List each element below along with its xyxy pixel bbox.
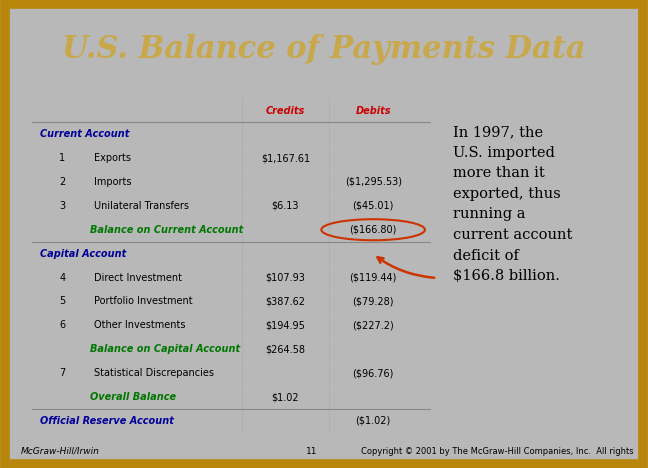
Text: ($79.28): ($79.28) — [353, 296, 394, 307]
Text: 11: 11 — [306, 447, 317, 456]
Text: Balance on Capital Account: Balance on Capital Account — [90, 344, 240, 354]
Text: Balance on Current Account: Balance on Current Account — [90, 225, 244, 235]
Text: Unilateral Transfers: Unilateral Transfers — [94, 201, 189, 211]
Text: Capital Account: Capital Account — [40, 249, 126, 259]
Text: Portfolio Investment: Portfolio Investment — [94, 296, 193, 307]
Text: $1.02: $1.02 — [272, 392, 299, 402]
Text: Overall Balance: Overall Balance — [90, 392, 176, 402]
Text: 6: 6 — [59, 320, 65, 330]
Text: Direct Investment: Direct Investment — [94, 272, 182, 283]
Text: ($1.02): ($1.02) — [356, 416, 391, 426]
Text: U.S. Balance of Payments Data: U.S. Balance of Payments Data — [62, 34, 586, 65]
Text: ($45.01): ($45.01) — [353, 201, 394, 211]
Text: McGraw-Hill/Irwin: McGraw-Hill/Irwin — [21, 447, 99, 456]
Text: $1,167.61: $1,167.61 — [261, 153, 310, 163]
Text: 3: 3 — [59, 201, 65, 211]
Text: Credits: Credits — [266, 106, 305, 117]
Text: Copyright © 2001 by The McGraw-Hill Companies, Inc.  All rights: Copyright © 2001 by The McGraw-Hill Comp… — [362, 447, 634, 456]
Text: Imports: Imports — [94, 177, 132, 187]
Text: $387.62: $387.62 — [266, 296, 305, 307]
Text: 7: 7 — [59, 368, 65, 378]
Text: 4: 4 — [59, 272, 65, 283]
Text: Current Account: Current Account — [40, 129, 130, 139]
Text: ($119.44): ($119.44) — [349, 272, 397, 283]
Text: $264.58: $264.58 — [266, 344, 305, 354]
Text: Exports: Exports — [94, 153, 131, 163]
Text: $194.95: $194.95 — [266, 320, 305, 330]
Text: Statistical Discrepancies: Statistical Discrepancies — [94, 368, 214, 378]
Text: Official Reserve Account: Official Reserve Account — [40, 416, 174, 426]
Text: In 1997, the
U.S. imported
more than it
exported, thus
running a
current account: In 1997, the U.S. imported more than it … — [453, 125, 573, 283]
Text: 5: 5 — [59, 296, 65, 307]
Text: Debits: Debits — [355, 106, 391, 117]
Text: Other Investments: Other Investments — [94, 320, 186, 330]
Text: 2: 2 — [59, 177, 65, 187]
Text: ($96.76): ($96.76) — [353, 368, 394, 378]
Text: $6.13: $6.13 — [272, 201, 299, 211]
Text: 1: 1 — [59, 153, 65, 163]
Text: ($166.80): ($166.80) — [349, 225, 397, 235]
Text: ($1,295.53): ($1,295.53) — [345, 177, 402, 187]
Text: ($227.2): ($227.2) — [353, 320, 394, 330]
Text: $107.93: $107.93 — [266, 272, 305, 283]
